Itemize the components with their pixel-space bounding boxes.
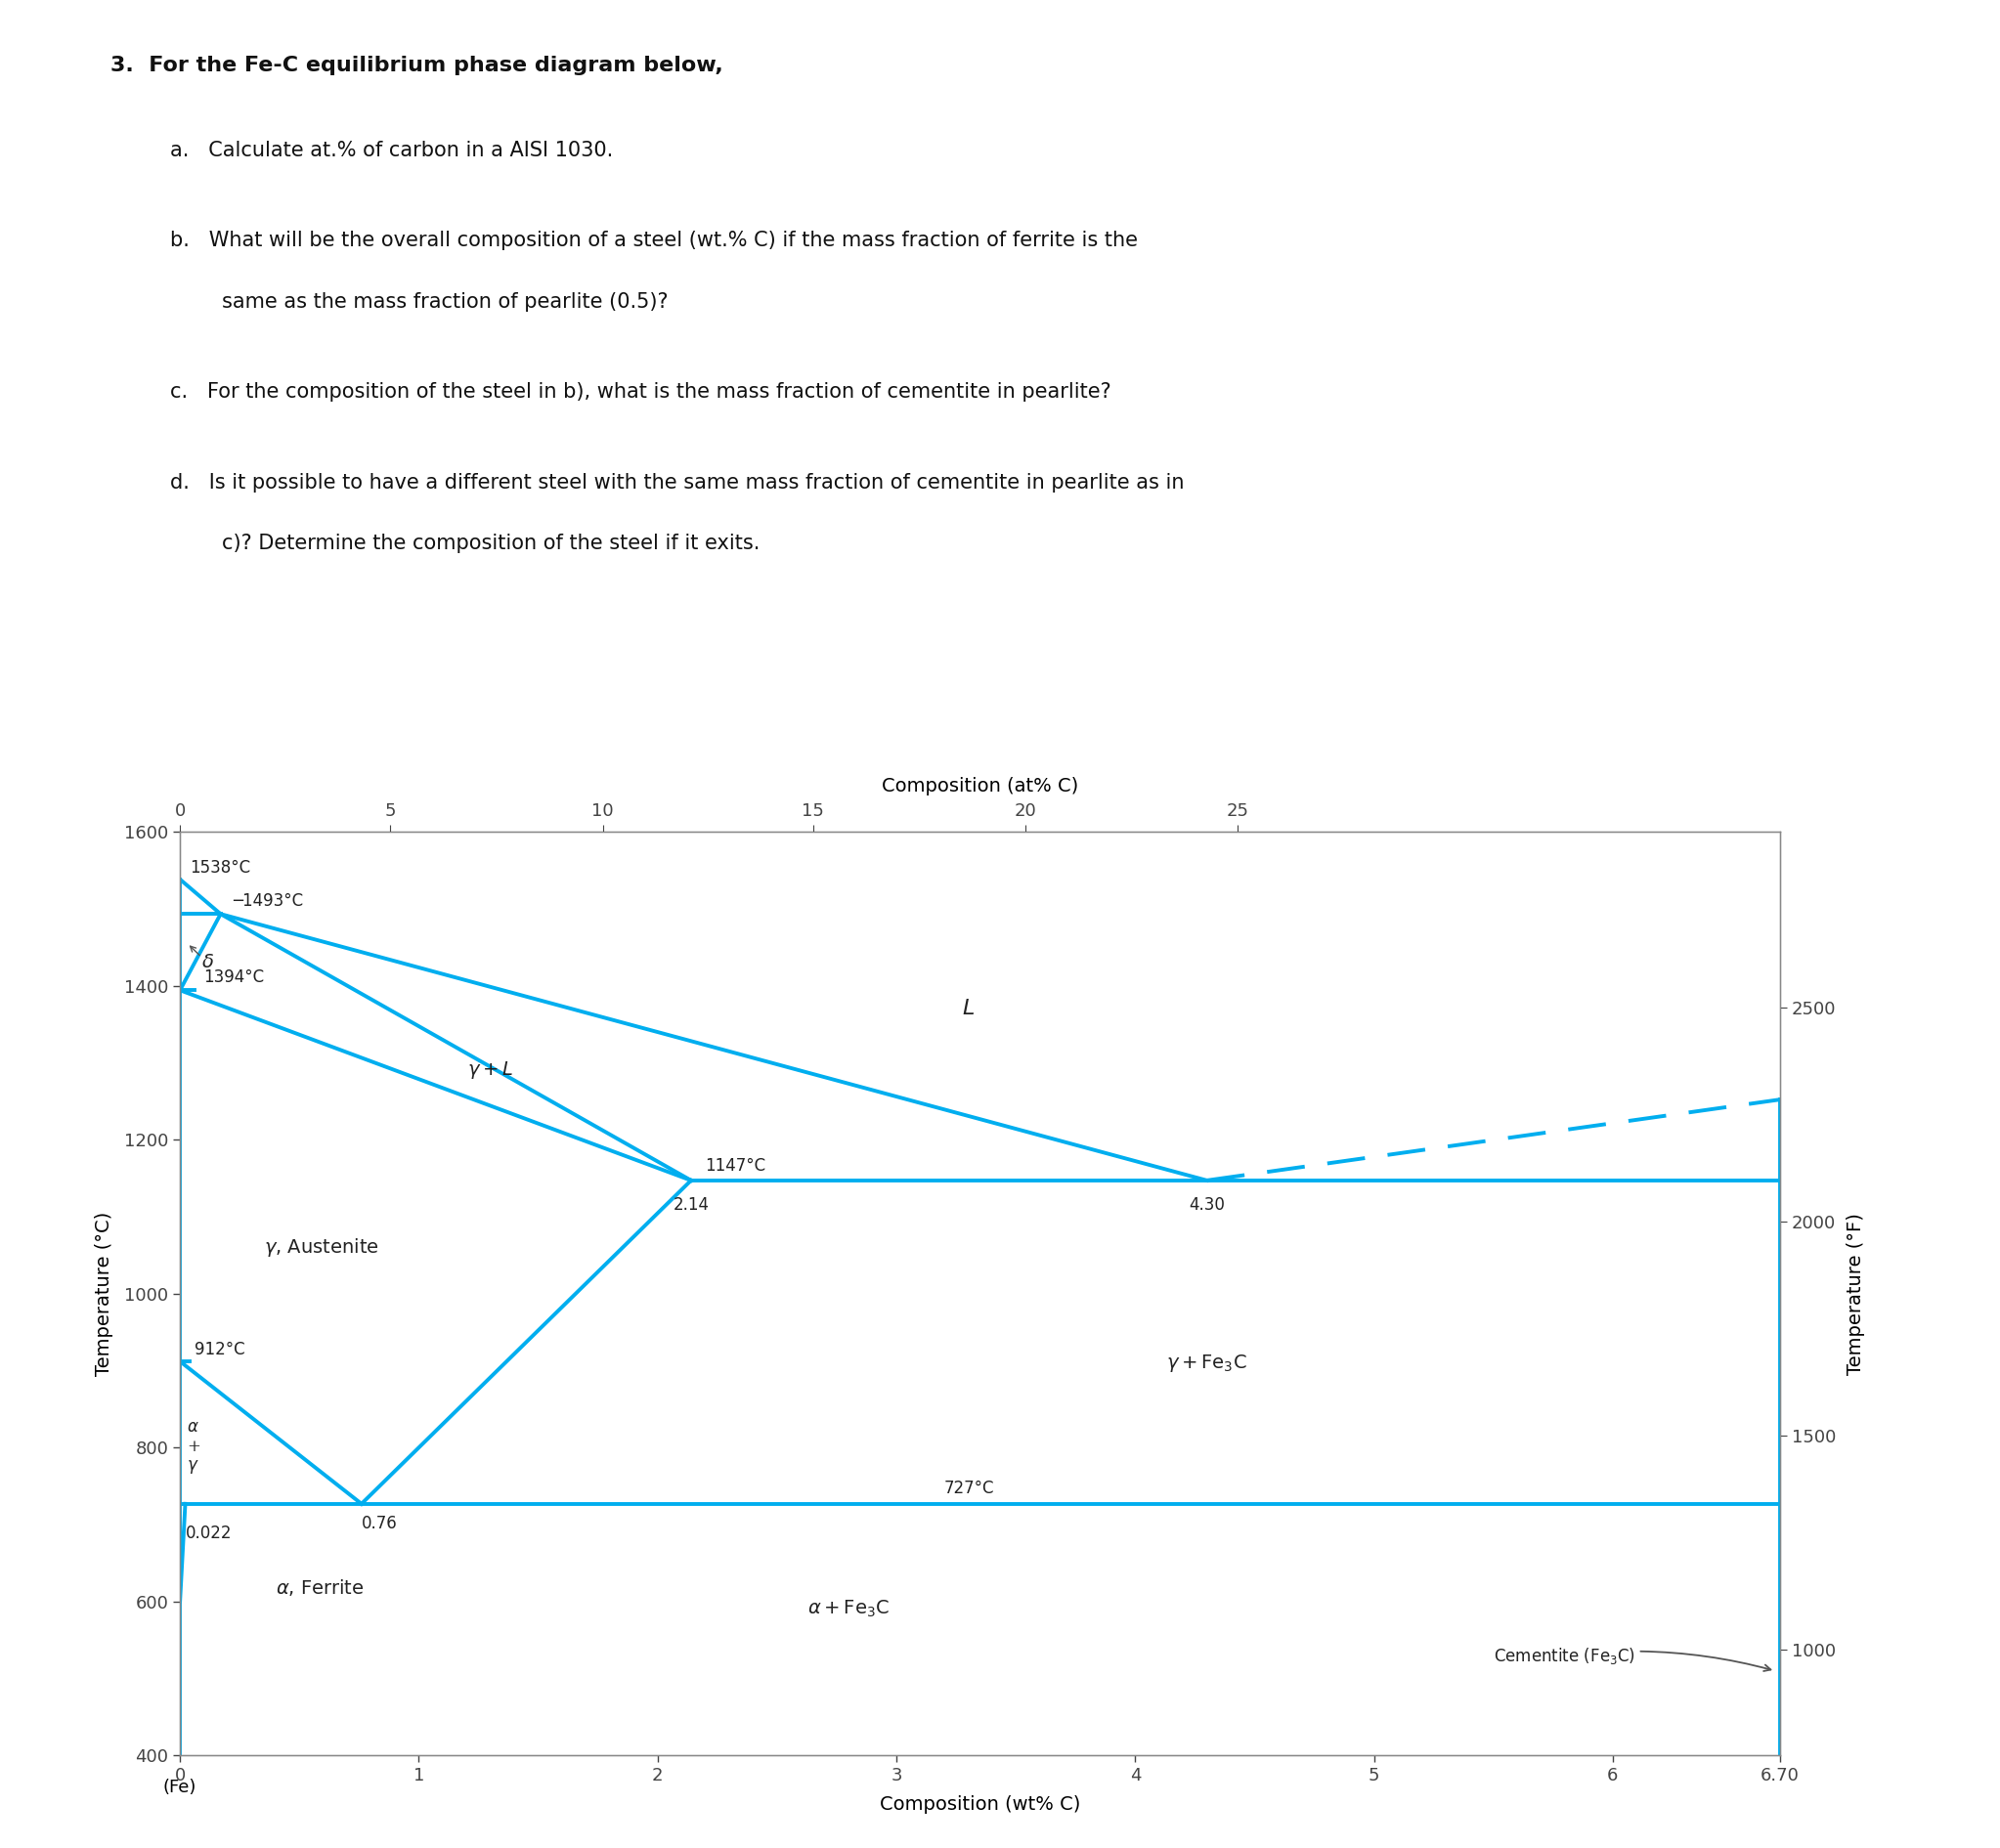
Text: 4.30: 4.30	[1188, 1196, 1224, 1214]
Text: $\alpha$, Ferrite: $\alpha$, Ferrite	[276, 1578, 364, 1599]
Text: 3.  For the Fe-C equilibrium phase diagram below,: 3. For the Fe-C equilibrium phase diagra…	[110, 55, 722, 76]
Text: $\gamma + \mathrm{Fe_3C}$: $\gamma + \mathrm{Fe_3C}$	[1166, 1353, 1248, 1373]
Text: 1147°C: 1147°C	[706, 1157, 766, 1173]
Text: d.   Is it possible to have a different steel with the same mass fraction of cem: d. Is it possible to have a different st…	[170, 473, 1184, 493]
Text: 912°C: 912°C	[194, 1340, 244, 1358]
Text: 2.14: 2.14	[672, 1196, 710, 1214]
Text: c)? Determine the composition of the steel if it exits.: c)? Determine the composition of the ste…	[170, 534, 760, 554]
Text: 1538°C: 1538°C	[190, 859, 250, 876]
Text: $\delta$: $\delta$	[202, 954, 214, 972]
Text: $L$: $L$	[962, 998, 974, 1020]
Text: b.   What will be the overall composition of a steel (wt.% C) if the mass fracti: b. What will be the overall composition …	[170, 231, 1138, 251]
Y-axis label: Temperature (°C): Temperature (°C)	[94, 1212, 114, 1375]
X-axis label: Composition (at% C): Composition (at% C)	[882, 776, 1078, 795]
Text: 0.76: 0.76	[362, 1515, 398, 1532]
Text: (Fe): (Fe)	[164, 1778, 196, 1796]
Text: 0.022: 0.022	[186, 1525, 232, 1543]
Text: c.   For the composition of the steel in b), what is the mass fraction of cement: c. For the composition of the steel in b…	[170, 383, 1112, 403]
Text: same as the mass fraction of pearlite (0.5)?: same as the mass fraction of pearlite (0…	[170, 292, 668, 312]
X-axis label: Composition (wt% C): Composition (wt% C)	[880, 1796, 1080, 1815]
Text: $\alpha + \mathrm{Fe_3C}$: $\alpha + \mathrm{Fe_3C}$	[808, 1599, 890, 1619]
Text: 1394°C: 1394°C	[204, 968, 264, 985]
Text: Cementite (Fe$_3$C): Cementite (Fe$_3$C)	[1494, 1645, 1770, 1671]
Text: $\gamma + L$: $\gamma + L$	[468, 1059, 514, 1081]
Text: 727°C: 727°C	[944, 1480, 994, 1497]
Text: $\gamma$, Austenite: $\gamma$, Austenite	[264, 1236, 378, 1258]
Y-axis label: Temperature (°F): Temperature (°F)	[1846, 1212, 1866, 1375]
Text: $\alpha$
+
$\gamma$: $\alpha$ + $\gamma$	[188, 1419, 200, 1477]
Text: ─1493°C: ─1493°C	[232, 893, 304, 909]
Text: a.   Calculate at.% of carbon in a AISI 1030.: a. Calculate at.% of carbon in a AISI 10…	[170, 140, 614, 161]
